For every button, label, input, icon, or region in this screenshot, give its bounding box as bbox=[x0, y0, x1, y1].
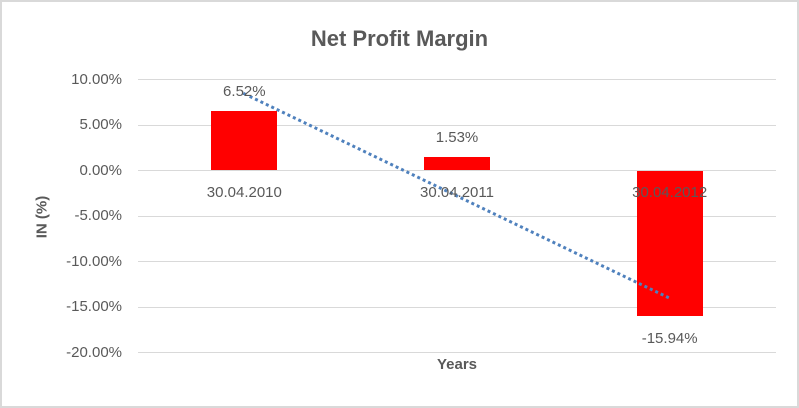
y-axis-tick-label: -5.00% bbox=[74, 207, 122, 224]
chart-bar bbox=[211, 111, 278, 171]
y-gridline bbox=[138, 215, 776, 217]
y-gridline bbox=[138, 79, 776, 80]
y-axis-tick-label: -10.00% bbox=[66, 252, 122, 270]
y-gridline bbox=[138, 306, 776, 308]
bar-value-label: 6.52% bbox=[223, 83, 266, 101]
x-category-label: 30.04.2011 bbox=[420, 184, 494, 201]
chart-bar bbox=[636, 170, 703, 316]
y-gridline bbox=[138, 124, 776, 126]
y-axis-tick-label: -20.00% bbox=[66, 343, 122, 361]
y-axis-tick-label: -15.00% bbox=[66, 298, 122, 315]
y-gridline bbox=[138, 261, 776, 262]
chart-bar bbox=[424, 156, 490, 171]
y-gridline bbox=[138, 352, 776, 353]
x-category-label: 30.04.2012 bbox=[632, 184, 708, 201]
x-axis-title: Years bbox=[436, 356, 478, 373]
y-axis-tick-label: 5.00% bbox=[79, 116, 122, 133]
y-axis-tick-label: 10.00% bbox=[71, 70, 122, 88]
y-axis-tick-label: 0.00% bbox=[79, 161, 122, 179]
chart-title: Net Profit Margin bbox=[310, 26, 489, 51]
bar-value-label: 1.53% bbox=[435, 128, 479, 146]
x-category-label: 30.04.2010 bbox=[206, 184, 282, 201]
bar-value-label: -15.94% bbox=[641, 329, 698, 347]
y-gridline bbox=[138, 170, 776, 171]
